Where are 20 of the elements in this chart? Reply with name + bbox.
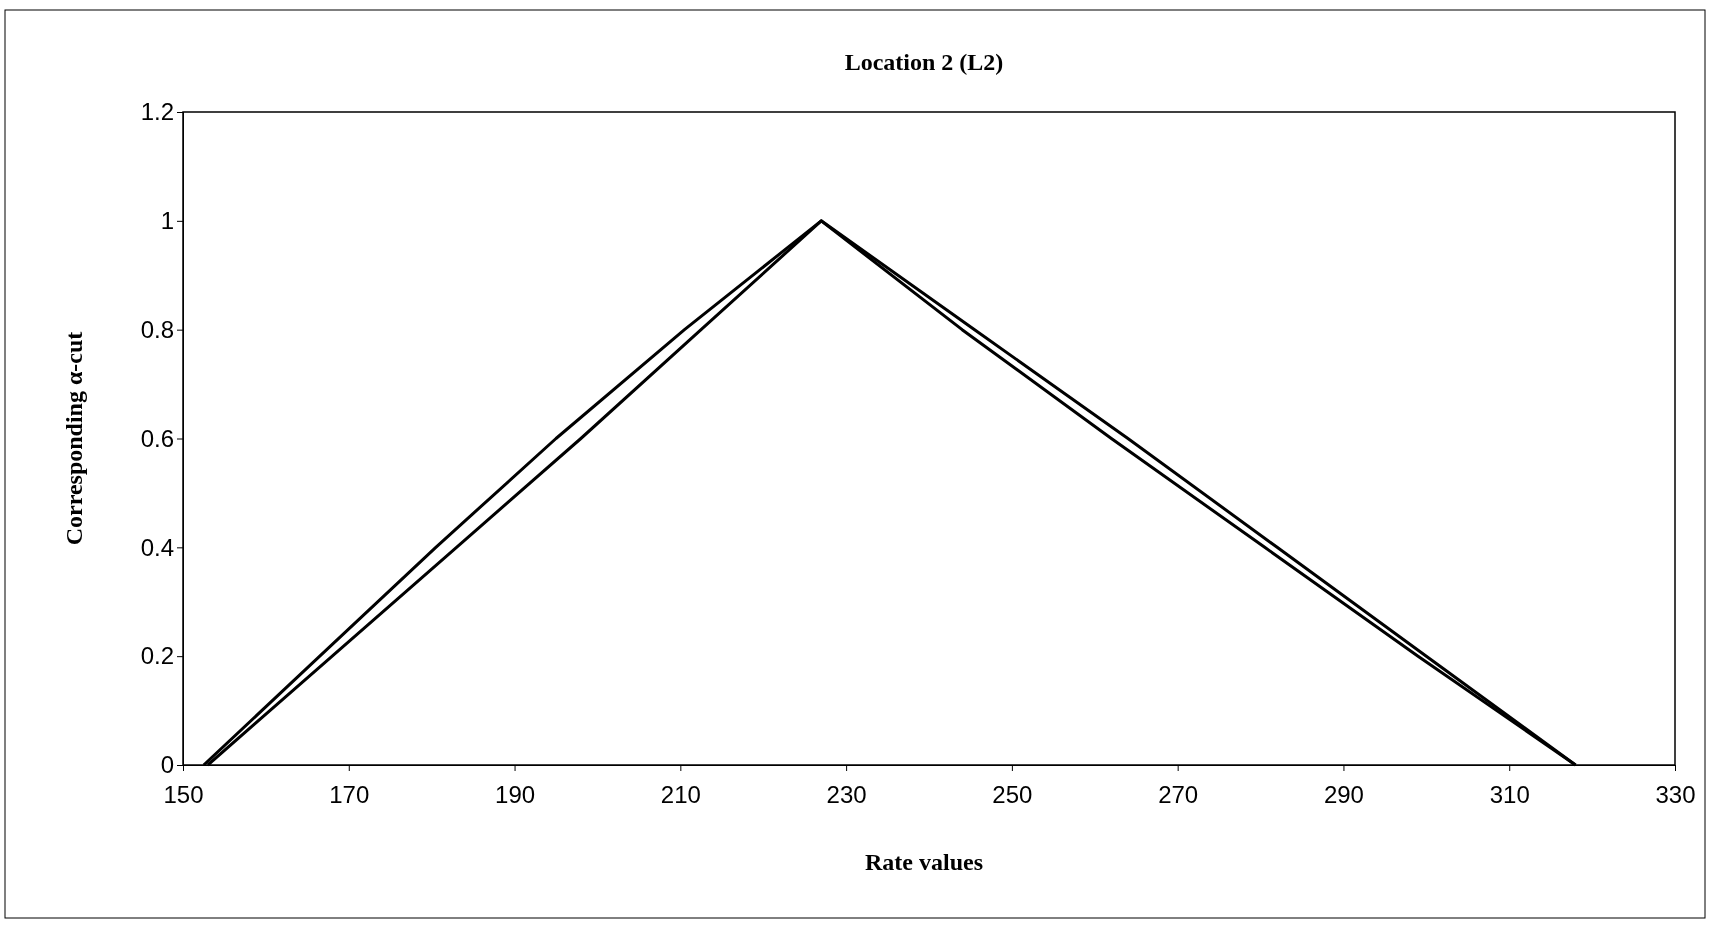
x-tick-label: 290 <box>1323 780 1364 808</box>
y-tick-label: 1.2 <box>140 98 174 126</box>
x-axis-title: Rate values <box>865 849 983 875</box>
y-tick-label: 0.4 <box>140 533 174 561</box>
x-tick-label: 310 <box>1489 780 1530 808</box>
y-tick-label: 0.2 <box>140 642 174 670</box>
x-tick-label: 230 <box>826 780 867 808</box>
x-tick-label: 210 <box>660 780 701 808</box>
x-tick-label: 190 <box>495 780 536 808</box>
x-tick-label: 330 <box>1655 780 1696 808</box>
x-tick-label: 250 <box>992 780 1033 808</box>
x-tick-label: 170 <box>329 780 370 808</box>
x-tick-label: 150 <box>163 780 204 808</box>
y-tick-label: 0.6 <box>140 424 174 452</box>
y-tick-label: 0.8 <box>140 315 174 343</box>
y-tick-label: 1 <box>160 207 174 235</box>
x-tick-label: 270 <box>1158 780 1199 808</box>
chart-title: Location 2 (L2) <box>844 49 1004 75</box>
y-tick-label: 0 <box>160 751 174 779</box>
y-axis-title: Corresponding α-cut <box>61 331 87 546</box>
